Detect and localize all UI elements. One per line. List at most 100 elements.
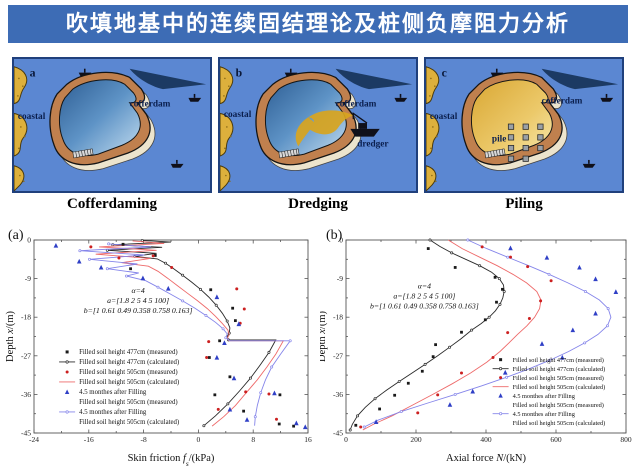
- far-land-shape: [335, 68, 413, 90]
- cofferdam-label: cofferdam: [336, 100, 377, 110]
- model-parameters: a=[1.8 2 5 4 5 100]: [393, 291, 455, 300]
- panel-letter: b: [236, 67, 243, 80]
- svg-text:-45: -45: [21, 429, 31, 438]
- coastal-land-shape: [14, 66, 28, 191]
- y-axis-label: Depth x/(m): [5, 310, 16, 362]
- svg-text:-18: -18: [333, 313, 343, 322]
- svg-text:-9: -9: [25, 274, 31, 283]
- coastal-label: coastal: [224, 110, 252, 120]
- legend-entry: Filled soil height 505cm (measured): [513, 375, 604, 382]
- model-parameters: b=[1 0.61 0.49 0.358 0.758 0.163]: [84, 306, 193, 315]
- y-axis-label: Depth x/(m): [320, 310, 328, 362]
- coastal-land-shape: [426, 66, 440, 191]
- x-axis-label: Axial force N/(kN): [446, 453, 526, 464]
- svg-text:-24: -24: [29, 435, 39, 444]
- coastal-land-shape: [220, 66, 234, 191]
- series-after_calculated: [79, 243, 292, 426]
- svg-text:0: 0: [344, 435, 348, 444]
- illustration-cofferdaming: a coastal cofferdam: [12, 57, 212, 193]
- legend-entry: Filled soil height 505cm (measured): [79, 369, 178, 376]
- far-land-shape: [129, 68, 207, 90]
- svg-text:0: 0: [27, 236, 31, 245]
- panel-letter: a: [30, 67, 36, 80]
- svg-text:-8: -8: [140, 435, 146, 444]
- coastal-label: coastal: [18, 112, 46, 122]
- svg-text:-45: -45: [333, 429, 343, 438]
- svg-text:-36: -36: [21, 390, 31, 399]
- plot-a-letter: (a): [8, 228, 24, 243]
- svg-text:-27: -27: [21, 351, 31, 360]
- svg-text:200: 200: [410, 435, 422, 444]
- cofferdam-label: cofferdam: [130, 100, 171, 110]
- dredge-plume: [295, 110, 354, 147]
- legend: Filled soil height 477cm (measured) Fille…: [59, 349, 179, 426]
- legend-entry: 4.5 monthes after Filling: [513, 411, 576, 418]
- panel-letter: c: [442, 67, 447, 80]
- boat-icon: [170, 159, 184, 168]
- legend: Filled soil height 477cm (measured) Fille…: [492, 357, 606, 427]
- legend-entry: 4.5 monthes after Filling: [513, 393, 576, 400]
- boat-icon: [188, 93, 202, 102]
- model-parameters: a=[1.8 2 5 4 5 100]: [107, 296, 169, 305]
- legend-entry: Filled soil height 505cm (measured): [79, 399, 178, 406]
- series-h477_measured: [354, 247, 504, 427]
- model-parameters: α=4: [131, 286, 144, 295]
- svg-text:800: 800: [620, 435, 632, 444]
- series-h477_measured: [121, 242, 296, 428]
- cofferdam-label: cofferdam: [542, 97, 583, 107]
- legend-entry: Filled soil height 477cm (measured): [79, 349, 178, 356]
- svg-text:-27: -27: [333, 351, 343, 360]
- legend-entry: Filled soil height 477cm (calculated): [79, 359, 179, 366]
- svg-text:400: 400: [480, 435, 492, 444]
- legend-entry: Filled soil height 477cm (calculated): [513, 366, 606, 373]
- pile-label: pile: [492, 135, 506, 145]
- skin-friction-chart: -24 -16 -8 0 8 16 0 -9 -18 -27 -36 -45 α=4 a=[1.8 2 5…: [2, 226, 318, 467]
- dredger-label: dredger: [357, 139, 388, 149]
- illustration-dredging: b coastal cofferdam dredger: [218, 57, 418, 193]
- boat-icon: [394, 93, 408, 102]
- model-parameters: α=4: [418, 281, 431, 290]
- illustration-piling: c coastal cofferdam pile: [424, 57, 624, 193]
- caption-piling: Piling: [505, 196, 543, 212]
- legend-entry: Filled soil height 505cm (measured): [513, 402, 604, 409]
- legend-entry: 4.5 monthes after Filling: [79, 409, 147, 416]
- svg-text:-36: -36: [333, 390, 343, 399]
- boat-icon: [600, 93, 614, 102]
- boat-icon: [582, 159, 596, 168]
- legend-entry: Filled soil height 505cm (calculated): [513, 420, 606, 427]
- slide-title: 吹填地基中的连续固结理论及桩侧负摩阻力分析: [8, 5, 628, 43]
- plot-b-letter: (b): [326, 228, 343, 243]
- series-h477_calculated: [349, 239, 505, 431]
- legend-entry: Filled soil height 505cm (calculated): [513, 384, 606, 391]
- legend-entry: Filled soil height 505cm (calculated): [79, 419, 179, 426]
- legend-entry: Filled soil height 477cm (measured): [513, 357, 604, 364]
- cofferdam-ring: [255, 71, 362, 171]
- svg-text:600: 600: [550, 435, 562, 444]
- model-parameters: b=[1 0.61 0.49 0.358 0.758 0.163]: [370, 301, 479, 310]
- svg-text:8: 8: [251, 435, 255, 444]
- far-land-shape: [541, 68, 619, 90]
- legend-entry: Filled soil height 505cm (calculated): [79, 379, 179, 386]
- series-after_measured: [53, 242, 308, 430]
- caption-dredging: Dredging: [288, 196, 348, 212]
- cofferdam-ring: [461, 71, 568, 171]
- dredger-boat: [350, 112, 380, 137]
- svg-text:-9: -9: [337, 274, 343, 283]
- series-h505_calculated: [362, 239, 542, 431]
- series-h505_measured: [359, 245, 553, 429]
- x-axis-label: Skin friction fs/(kPa): [128, 453, 215, 467]
- cofferdam-ring: [49, 71, 156, 171]
- svg-text:0: 0: [339, 236, 343, 245]
- axial-force-chart: 0 200 400 600 800 0 -9 -18 -27 -36 -45 α=4 a=[1.8 2 …: [317, 226, 636, 467]
- coastal-label: coastal: [430, 112, 458, 122]
- series-after_measured: [373, 245, 619, 424]
- svg-text:-18: -18: [21, 313, 31, 322]
- svg-text:0: 0: [197, 435, 201, 444]
- series-h505_measured: [89, 245, 278, 421]
- series-after_calculated: [364, 239, 612, 428]
- pile-grid: [507, 123, 544, 162]
- svg-text:-16: -16: [84, 435, 94, 444]
- legend-entry: 4.5 monthes after Filling: [79, 389, 147, 396]
- caption-cofferdaming: Cofferdaming: [67, 196, 157, 212]
